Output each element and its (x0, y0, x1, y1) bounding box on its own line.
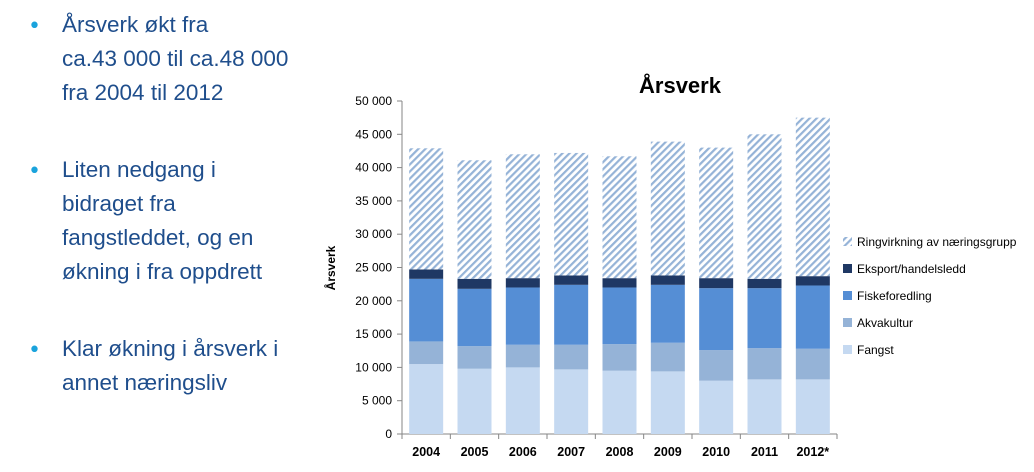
legend-swatch (843, 237, 852, 246)
bar-segment (795, 348, 830, 380)
bar-segment (602, 287, 637, 345)
bar-segment (409, 364, 444, 434)
bullet-dot: • (28, 338, 41, 363)
y-tick-label: 45 000 (355, 127, 392, 141)
bar-segment (554, 284, 589, 345)
bar-segment (554, 369, 589, 434)
x-tick-label: 2007 (557, 445, 585, 459)
legend-label: Fiskeforedling (857, 289, 932, 303)
legend-label: Akvakultur (857, 316, 913, 330)
y-tick-label: 25 000 (355, 261, 392, 275)
bar-segment (505, 278, 540, 288)
bar-segment (747, 288, 782, 349)
x-tick-label: 2010 (702, 445, 730, 459)
bar-segment (699, 278, 734, 289)
bar-segment (650, 342, 685, 372)
bar-segment (699, 350, 734, 381)
bar-segment (602, 156, 637, 279)
bar-segment (699, 288, 734, 351)
legend-swatch (843, 318, 852, 327)
bar-segment (554, 344, 589, 370)
bar-segment (457, 278, 492, 289)
bar-segment (795, 285, 830, 349)
chart-title: Årsverk (639, 72, 722, 98)
bar-segment (457, 346, 492, 369)
legend: Ringvirkning av næringsgrupp Eksport/hand… (843, 235, 1017, 357)
bar-segment (554, 152, 589, 276)
x-tick-label: 2004 (412, 445, 440, 459)
y-tick-label: 0 (385, 427, 392, 441)
bar-segment (795, 117, 830, 277)
y-tick-label: 30 000 (355, 227, 392, 241)
bar-segment (795, 276, 830, 286)
bullet-dot: • (28, 14, 41, 39)
x-tick-label: 2006 (509, 445, 537, 459)
bar-segment (457, 288, 492, 347)
y-tick-label: 35 000 (355, 194, 392, 208)
y-tick-label: 20 000 (355, 294, 392, 308)
bar-segment (602, 370, 637, 434)
bar-segment (650, 371, 685, 434)
bar-segment (699, 147, 734, 279)
y-tick-label: 50 000 (355, 94, 392, 108)
bar-segment (505, 287, 540, 345)
bar-segment (409, 148, 444, 270)
y-tick-label: 15 000 (355, 327, 392, 341)
bar-segment (699, 380, 734, 434)
bar-segment (747, 348, 782, 380)
bar-segment (409, 269, 444, 279)
legend-label: Ringvirkning av næringsgrupp (857, 235, 1017, 249)
y-axis-label: Årsverk (323, 245, 338, 290)
bar-segment (409, 341, 444, 365)
bullet-text: Klar økning i årsverk i annet næringsliv (62, 336, 279, 395)
bar-segment (457, 368, 492, 434)
legend-swatch (843, 345, 852, 354)
bullet-text: Årsverk økt fra ca.43 000 til ca.48 000 … (62, 12, 289, 105)
bullet-dot: • (28, 159, 41, 184)
bar-segment (747, 379, 782, 434)
x-tick-label: 2009 (654, 445, 682, 459)
bar-segment (602, 278, 637, 288)
y-tick-label: 40 000 (355, 161, 392, 175)
x-tick-label: 2008 (606, 445, 634, 459)
bar-segment (457, 160, 492, 279)
bar-segment (650, 284, 685, 343)
legend-label: Eksport/handelsledd (857, 262, 966, 276)
bar-segment (650, 141, 685, 276)
x-tick-label: 2011 (751, 445, 778, 459)
bar-segment (409, 278, 444, 342)
bar-segment (505, 344, 540, 368)
bar-segment (747, 278, 782, 289)
y-tick-label: 5 000 (362, 394, 392, 408)
bar-segment (650, 275, 685, 285)
bar-segment (554, 275, 589, 285)
bar-segment (505, 154, 540, 279)
plot-area: 0 5 000 10 000 15 000 20 000 25 000 30 000 35 0… (355, 94, 838, 459)
x-tick-label: 2005 (461, 445, 489, 459)
legend-label: Fangst (857, 343, 894, 357)
legend-swatch (843, 264, 852, 273)
bullet-text: Liten nedgang i bidraget fra fangstledde… (62, 157, 263, 284)
legend-swatch (843, 291, 852, 300)
bar-segment (747, 134, 782, 279)
y-tick-label: 10 000 (355, 360, 392, 374)
bar-segment (602, 344, 637, 371)
bar-segment (505, 367, 540, 434)
bar-segment (795, 379, 830, 434)
x-tick-label: 2012* (796, 445, 829, 459)
